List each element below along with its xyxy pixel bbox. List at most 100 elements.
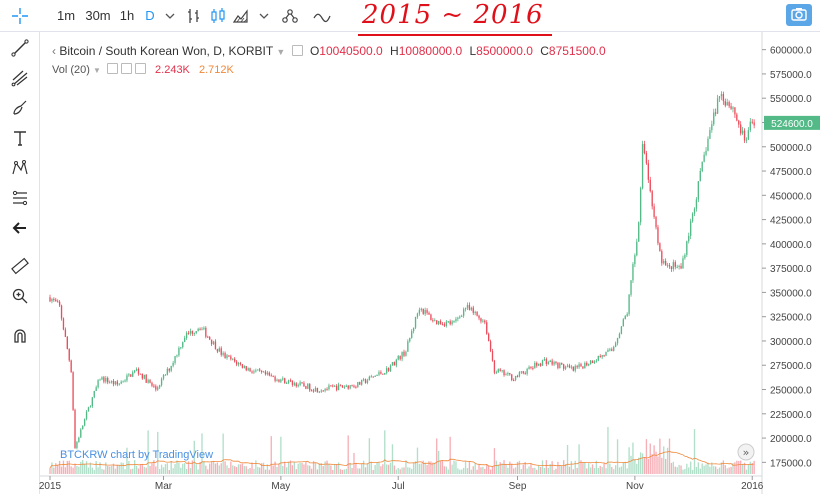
candle-body: [49, 297, 51, 302]
volume-bar: [491, 466, 494, 474]
brush-icon[interactable]: [10, 98, 30, 118]
indicators-icon[interactable]: [280, 6, 300, 26]
trend-line-icon[interactable]: [10, 38, 30, 58]
volume-bar: [493, 448, 496, 474]
candle-body: [430, 314, 432, 321]
volume-bar: [532, 467, 534, 474]
zoom-icon[interactable]: [10, 286, 30, 306]
candle-body: [493, 360, 496, 373]
y-tick-label: 225000.0: [770, 410, 812, 421]
text-icon[interactable]: [10, 128, 30, 148]
volume-bar: [734, 462, 736, 474]
candle-body: [559, 363, 561, 369]
bar-style-icon[interactable]: [184, 6, 204, 26]
candle-style-icon[interactable]: [208, 6, 228, 26]
prediction-icon[interactable]: [10, 188, 30, 208]
candle-body: [420, 308, 422, 310]
chevron-down-icon[interactable]: [254, 6, 274, 26]
chevron-down-icon[interactable]: [160, 6, 180, 26]
volume-label[interactable]: Vol (20): [52, 64, 90, 76]
candle-body: [322, 390, 324, 392]
volume-bar: [305, 461, 307, 474]
volume-bar: [262, 462, 265, 474]
candle-body: [468, 304, 471, 310]
volume-bar: [303, 464, 305, 474]
candle-body: [168, 368, 170, 371]
candle-body: [395, 359, 397, 366]
eye-icon[interactable]: [106, 63, 118, 74]
candle-body: [741, 130, 744, 134]
back-arrow-icon[interactable]: [10, 218, 30, 238]
candle-body: [418, 309, 421, 314]
volume-bar: [686, 463, 688, 474]
area-style-icon[interactable]: [231, 6, 251, 26]
candle-body: [557, 362, 559, 369]
candle-body: [116, 381, 119, 385]
drawing-toolbar: [0, 32, 40, 494]
low-label: L: [469, 44, 477, 58]
candle-body: [586, 362, 588, 366]
candle-body: [147, 380, 149, 383]
candle-body: [464, 307, 467, 310]
symbol-name[interactable]: Bitcoin / South Korean Won, D, KORBIT: [59, 44, 273, 58]
interval-d-button[interactable]: D: [145, 8, 155, 23]
magnet-icon[interactable]: [10, 326, 30, 346]
volume-bar: [563, 460, 565, 474]
interval-30m-button[interactable]: 30m: [85, 8, 111, 23]
candle-body: [541, 360, 544, 366]
volume-bar: [118, 464, 120, 474]
volume-bar: [607, 427, 609, 474]
remove-icon[interactable]: [134, 63, 146, 74]
chevron-down-icon[interactable]: ▼: [92, 66, 101, 75]
volume-bar: [566, 444, 569, 474]
candle-body: [185, 332, 188, 338]
volume-bar: [255, 460, 257, 474]
interval-1m-button[interactable]: 1m: [56, 8, 76, 23]
candle-body: [287, 380, 290, 383]
candle-body: [378, 372, 380, 375]
candle-body: [349, 385, 351, 389]
candle-body: [182, 342, 184, 348]
candle-body: [574, 366, 576, 371]
candle-body: [130, 374, 132, 377]
camera-icon[interactable]: [786, 4, 812, 26]
volume-bar: [595, 460, 598, 474]
settings-icon[interactable]: [291, 45, 303, 56]
candle-body: [232, 358, 234, 360]
pattern-icon[interactable]: [10, 158, 30, 178]
candle-body: [715, 112, 717, 114]
candle-body: [680, 265, 682, 269]
volume-bar: [212, 460, 215, 474]
candle-body: [526, 369, 528, 374]
compare-icon[interactable]: [312, 6, 332, 26]
volume-bar: [103, 469, 105, 474]
volume-bar: [341, 469, 344, 474]
interval-1h-button[interactable]: 1h: [119, 8, 135, 23]
candle-body: [370, 376, 372, 378]
settings-icon[interactable]: [120, 63, 132, 74]
pitchfork-icon[interactable]: [10, 68, 30, 88]
chevron-down-icon[interactable]: ▼: [276, 47, 286, 57]
y-tick-label: 350000.0: [770, 288, 812, 299]
ruler-icon[interactable]: [10, 256, 30, 276]
volume-bar: [561, 465, 563, 474]
volume-bar: [728, 467, 730, 474]
volume-bar: [482, 466, 484, 474]
volume-bar: [551, 461, 553, 474]
volume-bar: [505, 464, 507, 474]
y-tick-label: 250000.0: [770, 386, 812, 397]
volume-bar: [426, 464, 428, 474]
candle-body: [740, 124, 742, 134]
volume-bar: [486, 464, 488, 474]
scroll-right-icon[interactable]: [737, 443, 755, 461]
candle-body: [60, 305, 63, 319]
crosshair-icon[interactable]: [10, 6, 30, 26]
candle-body: [622, 319, 624, 327]
candle-body: [347, 385, 349, 389]
volume-bar: [216, 462, 219, 474]
collapse-chevron-icon[interactable]: ‹: [52, 44, 56, 58]
volume-bar: [232, 465, 234, 474]
volume-bar: [399, 469, 401, 474]
candle-body: [262, 371, 265, 373]
